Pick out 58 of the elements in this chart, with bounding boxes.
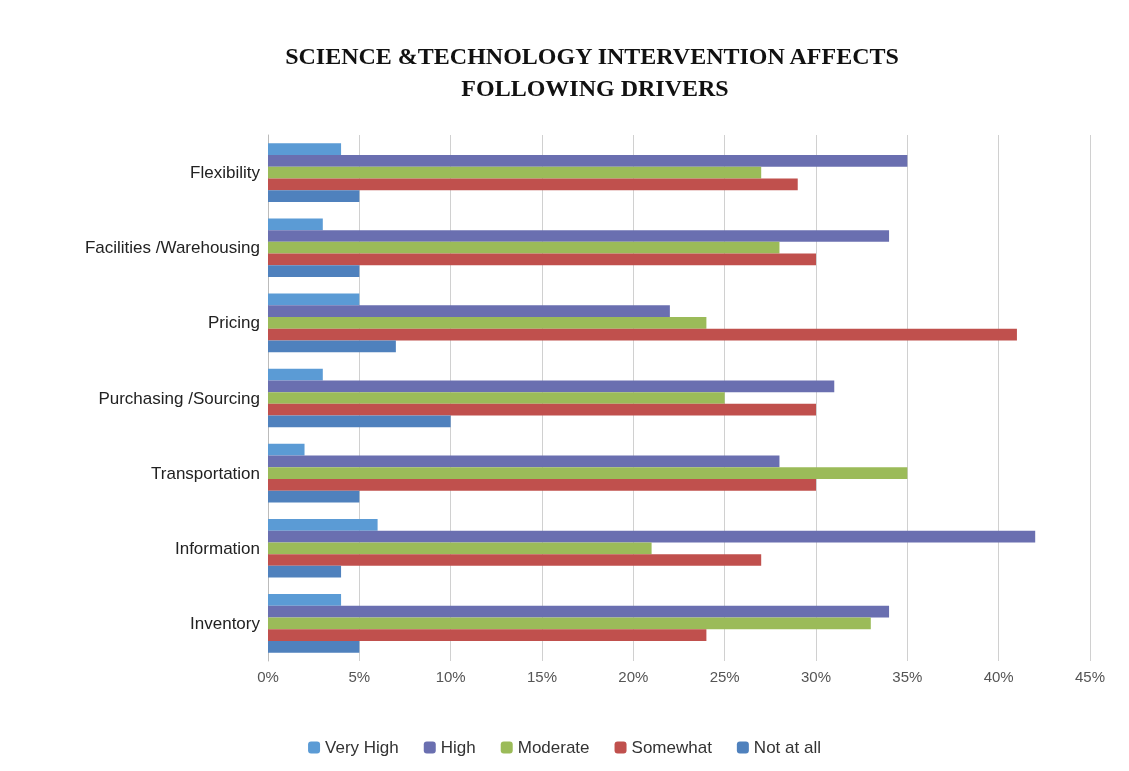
x-tick-label: 25%	[709, 668, 740, 685]
bar	[268, 253, 816, 266]
bar	[268, 467, 908, 479]
bar	[268, 479, 816, 491]
x-tick-label: 45%	[1074, 668, 1106, 685]
bar	[268, 594, 342, 606]
bar	[268, 178, 798, 191]
bar	[268, 629, 707, 642]
bar	[268, 392, 725, 404]
bar	[268, 218, 323, 231]
bar	[268, 190, 360, 202]
bar	[268, 380, 835, 393]
y-tick-label: Transportation	[151, 463, 260, 483]
bar	[268, 293, 360, 306]
bar	[268, 490, 360, 503]
bar	[268, 617, 871, 630]
bar	[268, 265, 360, 278]
bar	[268, 403, 816, 416]
legend-label: Somewhat	[631, 738, 713, 757]
legend-label: Very High	[325, 738, 399, 757]
bar	[268, 166, 762, 179]
bar	[268, 241, 780, 254]
bar	[268, 530, 1036, 543]
bar	[268, 368, 323, 381]
bar	[268, 565, 342, 578]
x-tick-label: 10%	[435, 668, 466, 685]
bar	[268, 340, 396, 353]
bar	[268, 554, 762, 566]
x-tick-label: 30%	[800, 668, 832, 685]
x-tick-label: 35%	[892, 668, 923, 685]
bar	[268, 641, 360, 653]
bar	[268, 605, 890, 618]
bar	[268, 455, 780, 468]
bar	[268, 542, 652, 555]
y-tick-label: Information	[174, 538, 260, 558]
bar	[268, 230, 890, 242]
x-tick-label: 40%	[983, 668, 1014, 685]
bar	[268, 443, 305, 456]
bar	[268, 317, 707, 329]
legend-label: Not at all	[753, 738, 821, 757]
bar	[268, 328, 1017, 341]
y-tick-label: Purchasing /Sourcing	[98, 388, 260, 408]
chart-title: SCIENCE &TECHNOLOGY INTERVENTION AFFECTS FOLLOWING DRIVERS	[285, 43, 905, 101]
x-tick-label: 5%	[348, 668, 371, 685]
y-tick-label: Pricing	[208, 313, 260, 333]
x-tick-label: 15%	[526, 668, 558, 685]
legend-label: High	[440, 738, 476, 757]
bar	[268, 415, 451, 428]
x-tick-label: 20%	[618, 668, 649, 685]
y-tick-label: Inventory	[190, 613, 261, 633]
x-tick-label: 0%	[257, 668, 279, 685]
y-tick-label: Flexibility	[190, 163, 261, 183]
bar	[268, 305, 670, 317]
bar	[268, 518, 378, 531]
bar	[268, 154, 908, 167]
legend-label: Moderate	[517, 738, 590, 757]
y-tick-label: Facilities /Warehousing	[84, 238, 260, 258]
bar	[268, 143, 342, 155]
